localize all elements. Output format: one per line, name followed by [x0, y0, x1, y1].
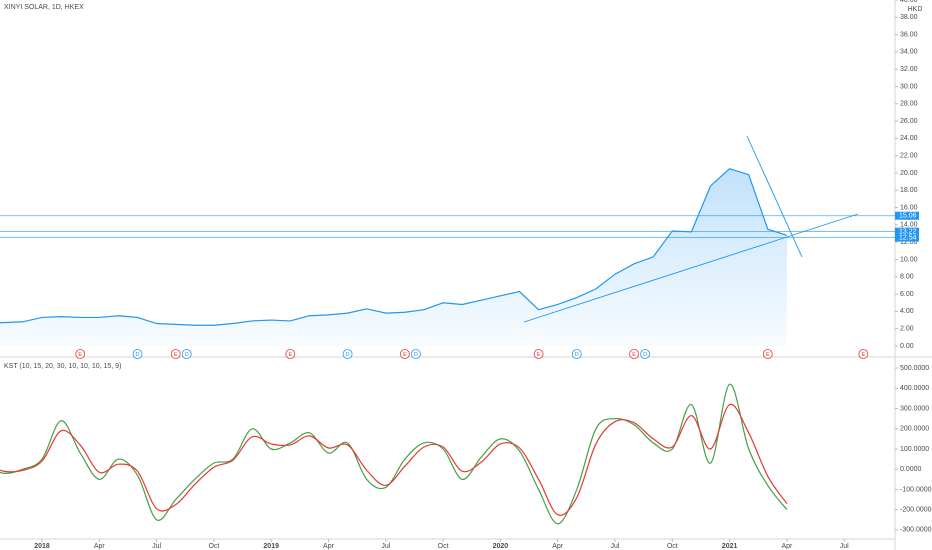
event-marker	[285, 349, 296, 359]
indicator-title: KST (10, 15, 20, 30, 10, 10, 10, 15, 9)	[4, 363, 121, 370]
event-marker	[399, 349, 410, 359]
event-label: E	[632, 352, 636, 358]
y-tick-label: 20.00	[900, 170, 918, 177]
y-tick-label: -300.0000	[900, 527, 932, 534]
y-tick-label: 16.00	[900, 204, 918, 211]
x-tick-label: Oct	[208, 543, 219, 550]
event-label: D	[575, 352, 579, 358]
x-tick-label: Jul	[840, 543, 849, 550]
event-marker	[640, 349, 650, 359]
x-tick-label: 2020	[493, 543, 509, 550]
event-label: D	[643, 352, 647, 358]
event-marker	[762, 349, 773, 359]
event-marker	[342, 349, 353, 359]
level-badge	[895, 227, 919, 236]
level-label: 13.22	[899, 228, 917, 235]
event-marker	[571, 349, 582, 359]
y-tick-label: 14.00	[900, 222, 918, 229]
x-tick-label: Apr	[552, 543, 564, 550]
event-label: E	[403, 352, 407, 358]
event-label: D	[414, 352, 418, 358]
event-label: E	[174, 352, 178, 358]
trend-line	[746, 135, 803, 258]
event-marker	[533, 349, 544, 359]
event-marker	[132, 349, 143, 359]
level-label: 15.06	[899, 213, 917, 220]
y-tick-label: 200.0000	[900, 426, 929, 433]
y-tick-label: 2.00	[900, 326, 914, 333]
level-label: 12.54	[899, 234, 917, 241]
x-tick-label: Apr	[94, 543, 106, 550]
x-tick-label: Oct	[667, 543, 678, 550]
y-tick-label: 12.00	[900, 239, 918, 246]
x-tick-label: Oct	[438, 543, 449, 550]
level-badge	[895, 233, 919, 242]
event-marker	[181, 349, 192, 359]
x-tick-label: Jul	[381, 543, 390, 550]
y-tick-label: 4.00	[900, 308, 914, 315]
y-tick-label: 0.00	[900, 343, 914, 350]
y-tick-label: 30.00	[900, 83, 918, 90]
y-tick-label: 100.0000	[900, 446, 929, 453]
event-label: D	[346, 352, 350, 358]
y-tick-label: 40.00	[900, 0, 918, 4]
x-tick-label: Apr	[323, 543, 335, 550]
event-label: E	[537, 352, 541, 358]
y-tick-label: 8.00	[900, 274, 914, 281]
event-label: E	[766, 352, 770, 358]
y-tick-label: 26.00	[900, 118, 918, 125]
y-tick-label: 22.00	[900, 153, 918, 160]
chart-title: XINYI SOLAR, 1D, HKEX	[4, 4, 84, 11]
x-tick-label: 2018	[34, 543, 50, 550]
series-line	[0, 403, 788, 516]
y-tick-label: 6.00	[900, 291, 914, 298]
event-marker	[75, 349, 86, 359]
y-tick-label: 36.00	[900, 31, 918, 38]
y-tick-label: 38.00	[900, 14, 918, 21]
price-area	[0, 168, 787, 346]
y-tick-label: 300.0000	[900, 405, 929, 412]
y-tick-label: 34.00	[900, 49, 918, 56]
y-tick-label: -200.0000	[900, 507, 932, 514]
x-tick-label: 2021	[722, 543, 738, 550]
event-label: E	[78, 352, 82, 358]
event-marker	[170, 349, 181, 359]
event-marker	[629, 349, 639, 359]
event-marker	[410, 349, 421, 359]
event-marker	[858, 349, 869, 359]
x-tick-label: Apr	[781, 543, 793, 550]
x-tick-label: 2019	[263, 543, 279, 550]
y-tick-label: 400.0000	[900, 385, 929, 392]
y-tick-label: 24.00	[900, 135, 918, 142]
event-label: E	[288, 352, 292, 358]
event-label: D	[136, 352, 140, 358]
event-label: D	[185, 352, 189, 358]
y-tick-label: 0.0000	[900, 466, 922, 473]
x-tick-label: Jul	[152, 543, 161, 550]
y-tick-label: 28.00	[900, 101, 918, 108]
x-tick-label: Jul	[611, 543, 620, 550]
event-label: E	[861, 352, 865, 358]
y-tick-label: 500.0000	[900, 365, 929, 372]
level-badge	[895, 211, 919, 220]
y-tick-label: 18.00	[900, 187, 918, 194]
currency-label: HKD	[908, 6, 923, 13]
y-tick-label: 10.00	[900, 256, 918, 263]
y-tick-label: -100.0000	[900, 486, 932, 493]
series-line	[0, 167, 788, 326]
y-tick-label: 32.00	[900, 66, 918, 73]
